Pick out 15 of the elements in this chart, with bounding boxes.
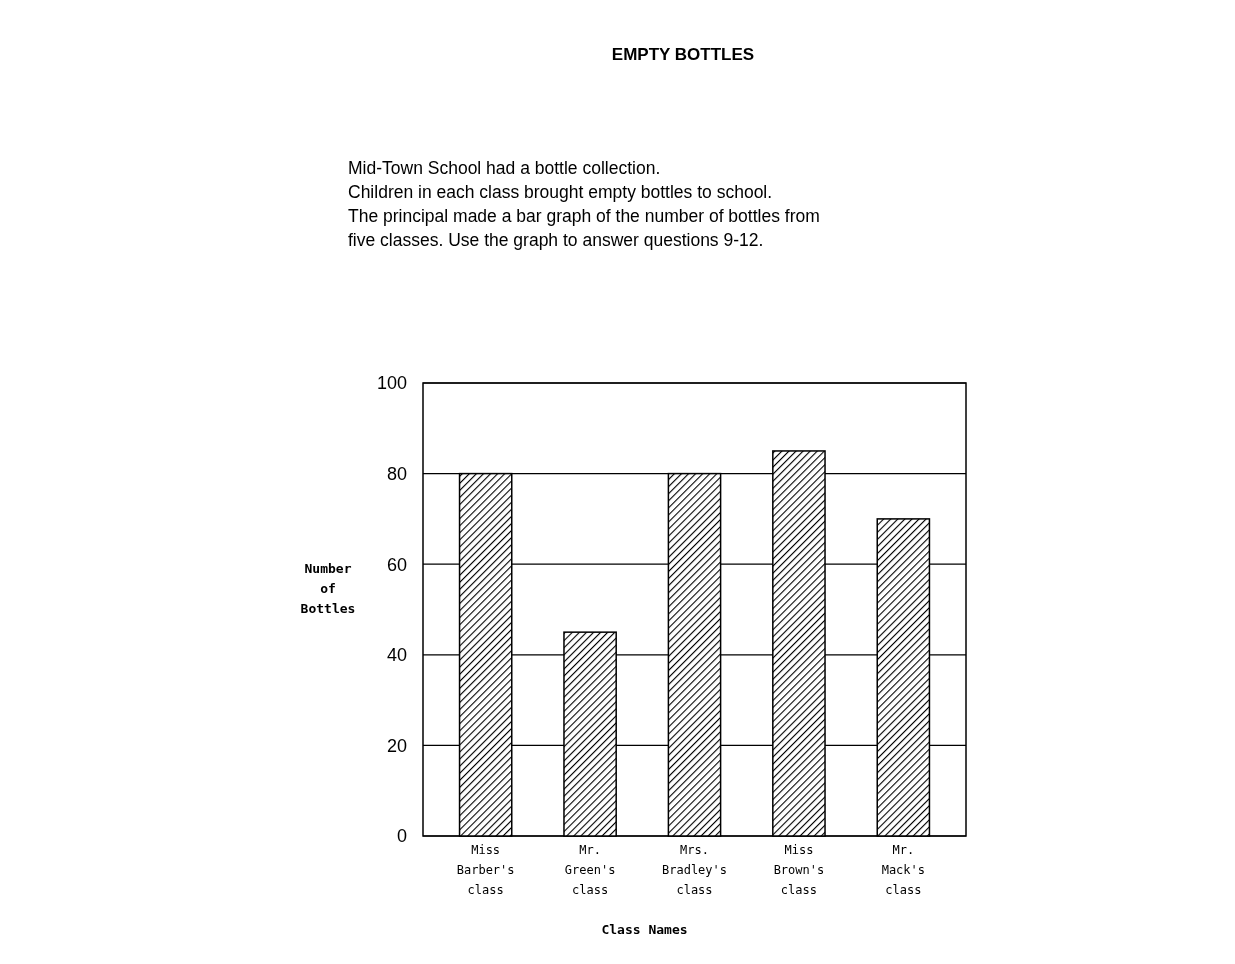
chart-title: EMPTY BOTTLES <box>611 45 755 64</box>
x-tick-label: Mrs. Bradley's class <box>661 843 728 897</box>
y-tick-label: 100 <box>376 373 407 394</box>
x-axis-title: Class Names <box>601 922 688 937</box>
x-tick-label: Miss Brown's class <box>773 843 825 897</box>
y-tick-label: 60 <box>386 554 407 575</box>
y-tick-label: 40 <box>386 645 407 666</box>
x-tick-label: Miss Barber's class <box>456 843 515 897</box>
y-axis-title: Number of Bottles <box>300 561 356 616</box>
y-tick-label: 80 <box>386 463 407 484</box>
chart-subtitle: Mid-Town School had a bottle collection. Children in each class brought empty bottles to school. The principal made a bar graph of the number of bottles from five classes. Use the graph to answer questions 9-12. <box>348 158 820 250</box>
x-tick-label: Mr. Mack's class <box>881 843 926 897</box>
y-tick-label: 0 <box>396 826 407 847</box>
x-tick-label: Mr. Green's class <box>564 843 616 897</box>
y-tick-label: 20 <box>386 735 407 756</box>
